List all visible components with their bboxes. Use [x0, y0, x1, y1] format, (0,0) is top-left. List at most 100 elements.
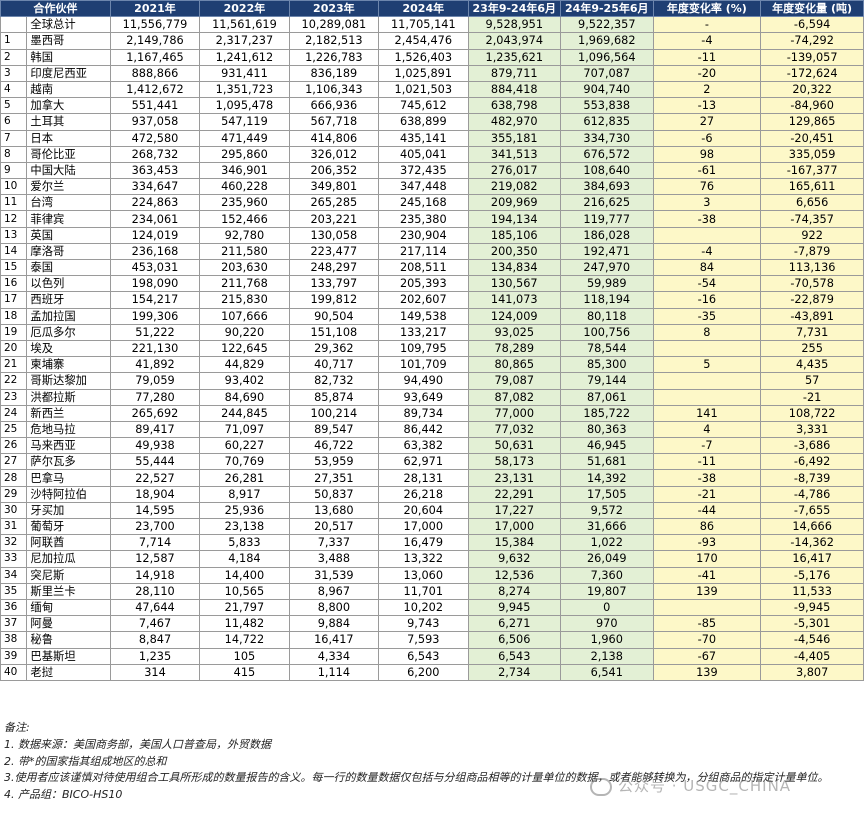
change-rate: 8: [652, 323, 762, 341]
value-2024: 1,526,403: [378, 48, 469, 66]
value-2021: 334,647: [109, 178, 201, 196]
value-2022: 14,400: [199, 566, 290, 584]
change-amount: 165,611: [760, 178, 864, 196]
value-2024: 372,435: [378, 161, 469, 180]
table-row: 1 墨西哥 2,149,786 2,317,237 2,182,513 2,454,476…: [0, 32, 864, 50]
change-rate: -35: [652, 307, 762, 325]
value-period-1: 50,631: [467, 437, 562, 455]
value-2021: 8,847: [109, 631, 201, 649]
value-2024: 16,479: [378, 534, 469, 552]
table-row: 18 孟加拉国 199,306 107,666 90,504 149,538 124,009…: [0, 307, 864, 325]
row-index: 17: [0, 291, 28, 309]
change-amount: 108,722: [760, 404, 864, 422]
change-amount: 335,059: [760, 145, 864, 163]
value-2022: 1,241,612: [199, 48, 290, 66]
value-2022: 70,769: [199, 453, 290, 471]
value-2024: 17,000: [378, 517, 469, 536]
value-2024: 435,141: [378, 129, 469, 147]
trade-partner-table: 合作伙伴 2021年 2022年 2023年 2024年 23年9-24年6月 …: [0, 0, 864, 681]
table-row: 33 尼加拉瓜 12,587 4,184 3,488 13,322 9,632 26,049 1…: [0, 550, 864, 568]
column-header-partner: 合作伙伴: [0, 0, 111, 18]
value-2021: 51,222: [109, 323, 201, 341]
change-rate: -44: [652, 501, 762, 520]
change-rate: [652, 388, 762, 406]
value-period-1: 22,291: [467, 485, 562, 503]
change-rate: -54: [652, 275, 762, 293]
row-index: 39: [0, 647, 28, 665]
value-period-1: 8,274: [467, 582, 562, 600]
table-row: 37 阿曼 7,467 11,482 9,884 9,743 6,271 970 -85 -5,3…: [0, 615, 864, 633]
value-2024: 11,705,141: [378, 16, 469, 34]
value-period-1: 130,567: [467, 275, 562, 293]
change-rate: -67: [652, 647, 762, 665]
change-amount: -74,357: [760, 210, 864, 228]
value-2023: 100,214: [288, 404, 380, 422]
change-rate: -4: [652, 242, 762, 261]
change-amount: -6,492: [760, 453, 864, 471]
partner-name: 沙特阿拉伯: [26, 485, 111, 503]
table-row: 2 韩国 1,167,465 1,241,612 1,226,783 1,526,403 1…: [0, 48, 864, 66]
value-2021: 18,904: [109, 485, 201, 503]
value-2023: 31,539: [288, 566, 380, 584]
value-2023: 9,884: [288, 615, 380, 633]
row-index: 26: [0, 437, 28, 455]
partner-name: 巴拿马: [26, 469, 111, 487]
value-period-2: 118,194: [560, 291, 654, 309]
change-rate: -6: [652, 129, 762, 147]
value-2024: 1,021,503: [378, 80, 469, 99]
watermark: 公众号 · USGC_CHINA: [590, 775, 791, 796]
value-2023: 10,289,081: [288, 16, 380, 34]
value-period-2: 17,505: [560, 485, 654, 503]
note-product-group: 4. 产品组：BICO-HS10: [4, 788, 123, 802]
change-amount: -5,301: [760, 615, 864, 633]
partner-name: 巴基斯坦: [26, 647, 111, 665]
table-row: 13 英国 124,019 92,780 130,058 230,904 185,106 18…: [0, 226, 864, 244]
value-2024: 26,218: [378, 485, 469, 503]
value-2022: 471,449: [199, 129, 290, 147]
data-sheet: 合作伙伴 2021年 2022年 2023年 2024年 23年9-24年6月 …: [0, 0, 864, 681]
value-period-2: 384,693: [560, 178, 654, 196]
change-amount: 14,666: [760, 517, 864, 536]
value-2021: 2,149,786: [109, 32, 201, 50]
value-2023: 133,797: [288, 275, 380, 293]
value-period-1: 482,970: [467, 113, 562, 131]
value-period-2: 46,945: [560, 437, 654, 455]
table-row: 27 萨尔瓦多 55,444 70,769 53,959 62,971 58,173 51,6…: [0, 453, 864, 471]
change-amount: 7,731: [760, 323, 864, 341]
change-amount: -4,546: [760, 631, 864, 649]
value-period-2: 192,471: [560, 242, 654, 261]
value-2021: 14,595: [109, 501, 201, 520]
value-period-1: 9,632: [467, 550, 562, 568]
row-index: 7: [0, 129, 28, 147]
table-row: 34 突尼斯 14,918 14,400 31,539 13,060 12,536 7,360…: [0, 566, 864, 584]
change-amount: 113,136: [760, 258, 864, 277]
row-index: 24: [0, 404, 28, 422]
change-rate: -61: [652, 161, 762, 180]
value-2023: 203,221: [288, 210, 380, 228]
change-amount: -8,739: [760, 469, 864, 487]
value-period-1: 884,418: [467, 80, 562, 99]
value-2024: 208,511: [378, 258, 469, 277]
value-2021: 79,059: [109, 372, 201, 390]
value-2021: 221,130: [109, 339, 201, 358]
value-2021: 41,892: [109, 356, 201, 374]
value-2023: 53,959: [288, 453, 380, 471]
value-2024: 101,709: [378, 356, 469, 374]
change-amount: 11,533: [760, 582, 864, 600]
table-row: 31 葡萄牙 23,700 23,138 20,517 17,000 17,000 31,66…: [0, 517, 864, 536]
partner-name: 菲律宾: [26, 210, 111, 228]
change-amount: -14,362: [760, 534, 864, 552]
change-rate: -4: [652, 32, 762, 50]
value-2021: 77,280: [109, 388, 201, 406]
row-index: 37: [0, 615, 28, 633]
change-amount: 3,807: [760, 663, 864, 681]
value-2021: 22,527: [109, 469, 201, 487]
table-row: 9 中国大陆 363,453 346,901 206,352 372,435 276,017…: [0, 161, 864, 180]
partner-name: 越南: [26, 80, 111, 99]
value-2022: 26,281: [199, 469, 290, 487]
value-2021: 888,866: [109, 64, 201, 82]
change-rate: 3: [652, 194, 762, 212]
value-2022: 152,466: [199, 210, 290, 228]
value-2023: 666,936: [288, 97, 380, 115]
row-index: 19: [0, 323, 28, 341]
